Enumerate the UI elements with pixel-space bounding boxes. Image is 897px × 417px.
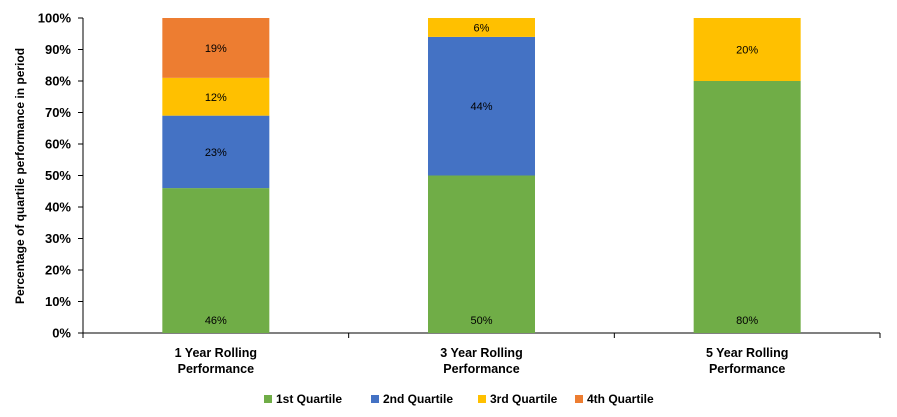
- y-tick-label: 80%: [45, 74, 71, 89]
- y-tick-label: 70%: [45, 105, 71, 120]
- category-label: 1 Year Rolling: [175, 346, 257, 360]
- y-tick-label: 50%: [45, 168, 71, 183]
- data-label: 6%: [474, 22, 490, 34]
- bar-segment: [162, 77, 270, 116]
- y-tick-label: 90%: [45, 42, 71, 57]
- y-tick-labels: 0% 10% 20% 30% 40% 50% 60% 70% 80% 90% 100%: [38, 11, 72, 341]
- y-tick-label: 40%: [45, 200, 71, 215]
- data-label: 23%: [205, 147, 227, 159]
- legend-swatch: [264, 395, 272, 403]
- legend-swatch: [371, 395, 379, 403]
- legend-entry: 2nd Quartile: [383, 392, 453, 406]
- category-label: 5 Year Rolling: [706, 346, 788, 360]
- data-label: 20%: [736, 45, 758, 57]
- bars: 46% 23% 12% 19% 50% 44% 6% 80% 20%: [162, 18, 801, 333]
- data-label: 12%: [205, 92, 227, 104]
- bar-segment: [162, 115, 270, 189]
- y-tick-label: 0%: [52, 326, 71, 341]
- bar-segment: [162, 188, 270, 333]
- category-label: 3 Year Rolling: [440, 346, 522, 360]
- bar-segment: [693, 18, 801, 81]
- legend-entry: 4th Quartile: [587, 392, 654, 406]
- y-tick-label: 10%: [45, 294, 71, 309]
- bar-segment: [428, 36, 535, 176]
- data-label: 19%: [205, 43, 227, 55]
- data-label: 44%: [470, 101, 492, 113]
- legend-entry: 3rd Quartile: [490, 392, 558, 406]
- bar-segment: [428, 18, 535, 37]
- bar-segment: [162, 18, 270, 78]
- legend-swatch: [575, 395, 583, 403]
- data-label: 50%: [470, 315, 492, 327]
- y-tick-label: 30%: [45, 231, 71, 246]
- category-label: Performance: [178, 362, 254, 376]
- data-label: 46%: [205, 315, 227, 327]
- category-label: Performance: [443, 362, 519, 376]
- legend-swatch: [478, 395, 486, 403]
- legend-entry: 1st Quartile: [276, 392, 342, 406]
- bar-segment: [428, 175, 535, 333]
- category-label: Performance: [709, 362, 785, 376]
- data-label: 80%: [736, 315, 758, 327]
- legend: 1st Quartile 2nd Quartile 3rd Quartile 4th …: [264, 392, 654, 406]
- y-tick-label: 100%: [38, 11, 72, 26]
- y-axis-label: Percentage of quartile performance in pe…: [13, 48, 27, 304]
- bar-segment: [693, 81, 801, 333]
- y-tick-label: 60%: [45, 137, 71, 152]
- x-category-labels: 1 Year Rolling Performance 3 Year Rolling P…: [175, 346, 789, 376]
- y-tick-label: 20%: [45, 263, 71, 278]
